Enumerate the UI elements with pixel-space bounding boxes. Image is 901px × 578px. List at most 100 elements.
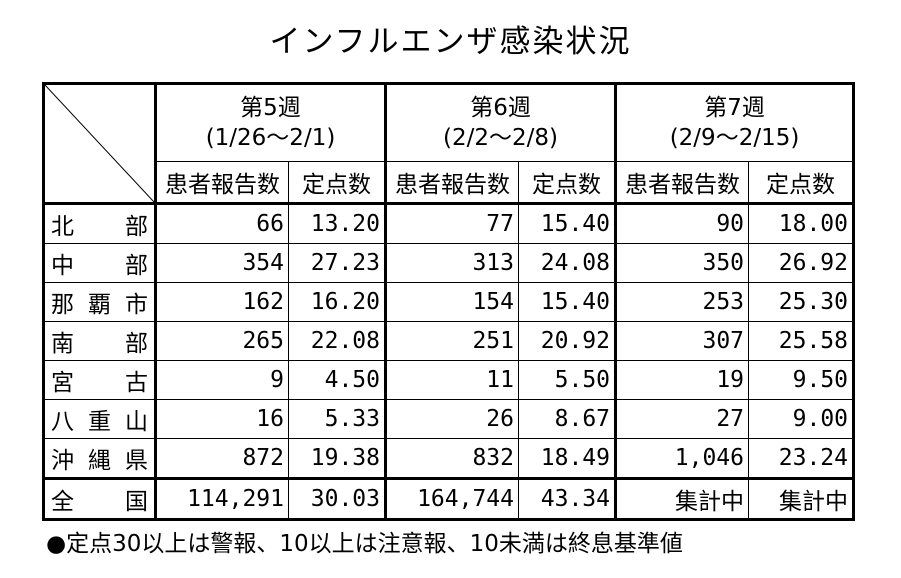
region-char: 中 [51,253,74,279]
region-char: 縄 [88,448,111,474]
region-char: 宮 [51,370,74,396]
fixed-point-cell: 19.38 [288,438,387,479]
table-row: 南部 265 22.08 251 20.92 307 25.58 [43,321,855,361]
week-header: 第6週 (2/2～2/8) [384,83,618,162]
report-count-cell: 154 [385,282,519,322]
report-count-cell: 9 [155,360,289,400]
report-count-cell: 162 [155,282,289,322]
subheader-reports: 患者報告数 [385,161,519,205]
week-name: 第6週 [470,95,531,121]
table-row: 八重山 16 5.33 26 8.67 27 9.00 [43,399,855,439]
subheader-fixed: 定点数 [288,161,387,205]
region-char: 南 [51,331,74,357]
region-cell: 八重山 [43,399,157,439]
fixed-point-cell: 20.92 [517,321,618,361]
week-name: 第7週 [704,95,765,121]
report-count-cell: 350 [615,243,750,283]
table-row: 沖縄県 872 19.38 832 18.49 1,046 23.24 [43,438,855,479]
subheader-reports: 患者報告数 [615,161,750,205]
region-char: 那 [51,292,74,318]
week-range: (1/26～2/1) [205,125,336,151]
region-char: 全 [51,489,74,515]
fixed-point-cell: 13.20 [288,203,387,244]
region-char: 部 [125,214,148,240]
report-count-cell: 27 [615,399,750,439]
week-range: (2/9～2/15) [669,125,800,151]
region-cell: 北部 [43,203,157,244]
report-count-cell: 16 [155,399,289,439]
report-count-cell: 19 [615,360,750,400]
fixed-point-cell: 25.30 [748,282,855,322]
diagonal-line [45,85,154,202]
region-char: 沖 [51,448,74,474]
report-count-cell: 90 [615,203,750,244]
fixed-point-cell: 16.20 [288,282,387,322]
fixed-point-cell: 15.40 [517,282,618,322]
page-title: インフルエンザ感染状況 [269,24,632,60]
corner-cell [43,83,157,205]
report-count-cell: 253 [615,282,750,322]
region-char: 市 [125,292,148,318]
week-header: 第7週 (2/9～2/15) [615,83,855,162]
region-char: 重 [88,409,111,435]
week-header: 第5週 (1/26～2/1) [155,83,387,162]
region-char: 古 [125,370,148,396]
report-count-cell: 251 [385,321,519,361]
report-count-cell: 354 [155,243,289,283]
influenza-table: 第5週 (1/26～2/1) 第6週 (2/2～2/8) 第7週 (2/9～2/… [42,82,856,521]
fixed-point-cell: 4.50 [288,360,387,400]
fixed-point-cell: 5.50 [517,360,618,400]
fixed-point-cell: 集計中 [748,477,855,520]
report-count-cell: 872 [155,438,289,479]
region-char: 八 [51,409,74,435]
fixed-point-cell: 24.08 [517,243,618,283]
fixed-point-cell: 18.49 [517,438,618,479]
fixed-point-cell: 9.50 [748,360,855,400]
fixed-point-cell: 18.00 [748,203,855,244]
table-row: 中部 354 27.23 313 24.08 350 26.92 [43,243,855,283]
fixed-point-cell: 25.58 [748,321,855,361]
week-name: 第5週 [240,95,301,121]
report-count-cell: 832 [385,438,519,479]
fixed-point-cell: 22.08 [288,321,387,361]
region-char: 部 [125,253,148,279]
report-count-cell: 11 [385,360,519,400]
fixed-point-cell: 26.92 [748,243,855,283]
report-count-cell: 66 [155,203,289,244]
region-char: 覇 [88,292,111,318]
subheader-reports: 患者報告数 [155,161,289,205]
region-cell: 宮古 [43,360,157,400]
report-count-cell: 265 [155,321,289,361]
region-char: 北 [51,214,74,240]
fixed-point-cell: 5.33 [288,399,387,439]
fixed-point-cell: 8.67 [517,399,618,439]
report-count-cell: 1,046 [615,438,750,479]
footnote: ●定点30以上は警報、10以上は注意報、10未満は終息基準値 [46,531,683,557]
region-cell: 全国 [43,477,157,520]
report-count-cell: 114,291 [155,477,289,520]
fixed-point-cell: 30.03 [288,477,387,520]
report-count-cell: 313 [385,243,519,283]
total-row: 全国 114,291 30.03 164,744 43.34 集計中 集計中 [43,477,855,520]
region-char: 部 [125,331,148,357]
region-char: 国 [125,489,148,515]
fixed-point-cell: 9.00 [748,399,855,439]
report-count-cell: 77 [385,203,519,244]
fixed-point-cell: 27.23 [288,243,387,283]
subheader-fixed: 定点数 [748,161,855,205]
region-char: 山 [125,409,148,435]
region-cell: 南部 [43,321,157,361]
fixed-point-cell: 15.40 [517,203,618,244]
fixed-point-cell: 23.24 [748,438,855,479]
table-row: 宮古 9 4.50 11 5.50 19 9.50 [43,360,855,400]
region-cell: 沖縄県 [43,438,157,479]
table-row: 北部 66 13.20 77 15.40 90 18.00 [43,203,855,244]
report-count-cell: 集計中 [615,477,750,520]
region-cell: 那覇市 [43,282,157,322]
region-cell: 中部 [43,243,157,283]
report-count-cell: 26 [385,399,519,439]
report-count-cell: 307 [615,321,750,361]
subheader-fixed: 定点数 [517,161,618,205]
region-char: 県 [125,448,148,474]
table-row: 那覇市 162 16.20 154 15.40 253 25.30 [43,282,855,322]
